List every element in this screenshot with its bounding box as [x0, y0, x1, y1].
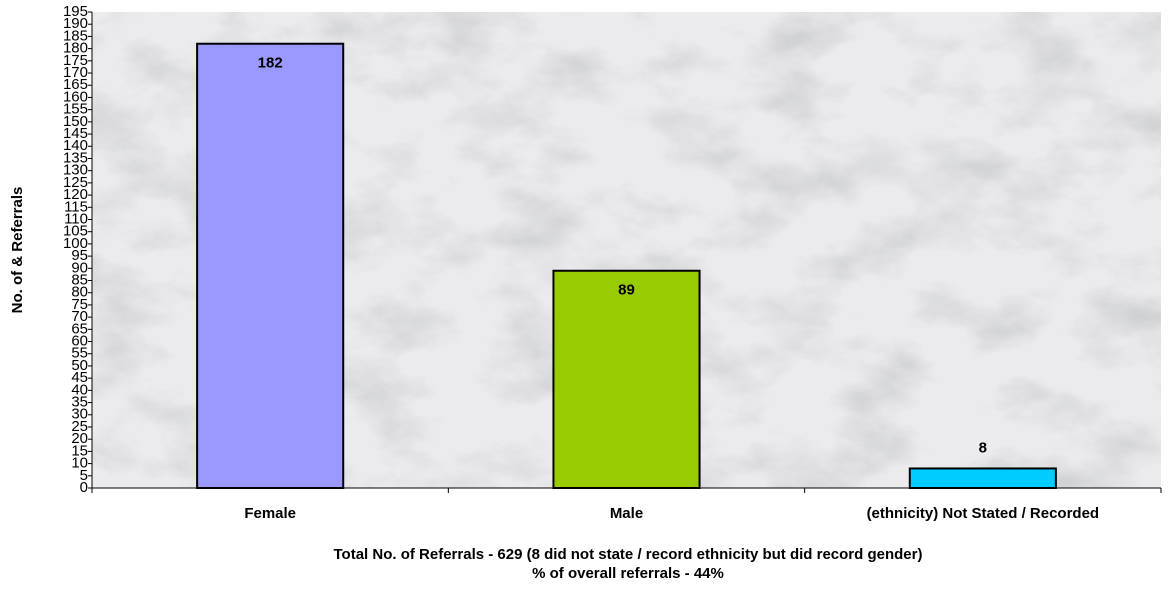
y-tick-label: 140	[63, 137, 88, 154]
y-tick-label: 40	[71, 381, 88, 398]
y-tick-label: 155	[63, 101, 88, 118]
y-tick-label: 165	[63, 76, 88, 93]
y-tick-label: 110	[64, 210, 88, 227]
y-tick-label: 185	[63, 27, 88, 44]
y-tick-label: 65	[71, 320, 88, 337]
y-tick-label: 150	[63, 113, 88, 130]
x-axis-label: Total No. of Referrals - 629 (8 did not …	[334, 546, 923, 563]
y-axis-label: No. of & Referrals	[9, 187, 26, 314]
x-tick-label: Male	[610, 505, 643, 522]
x-tick-label: Female	[244, 505, 296, 522]
y-tick-label: 90	[71, 259, 88, 276]
y-tick-label: 145	[63, 125, 88, 142]
y-tick-label: 60	[71, 333, 88, 350]
y-tick-label: 55	[71, 345, 88, 362]
y-tick-label: 25	[71, 418, 88, 435]
y-tick-label: 190	[63, 15, 88, 32]
x-tick-label: (ethnicity) Not Stated / Recorded	[867, 505, 1100, 522]
y-tick-label: 75	[71, 296, 88, 313]
y-tick-label: 130	[63, 162, 88, 179]
y-tick-label: 125	[63, 174, 88, 191]
bar	[552, 269, 701, 489]
y-tick-label: 180	[63, 40, 88, 57]
data-label: 89	[618, 282, 635, 299]
y-tick-label: 35	[71, 394, 88, 411]
y-tick-label: 100	[63, 235, 88, 252]
data-label: 182	[258, 55, 283, 72]
y-tick-label: 105	[63, 223, 88, 240]
y-tick-label: 0	[80, 479, 88, 496]
y-tick-label: 160	[63, 88, 88, 105]
y-tick-label: 45	[71, 369, 88, 386]
y-tick-label: 175	[63, 52, 88, 69]
y-tick-label: 20	[71, 430, 88, 447]
y-tick-label: 5	[80, 467, 88, 484]
y-tick-label: 30	[71, 406, 88, 423]
y-tick-label: 135	[63, 149, 88, 166]
x-axis-label: % of overall referrals - 44%	[532, 565, 724, 582]
y-tick-label: 10	[71, 455, 88, 472]
y-tick-label: 80	[71, 284, 88, 301]
y-tick-label: 170	[63, 64, 88, 81]
y-tick-label: 95	[71, 247, 88, 264]
y-tick-label: 70	[71, 308, 88, 325]
y-tick-label: 195	[63, 3, 88, 20]
y-tick-label: 120	[63, 186, 88, 203]
y-tick-label: 15	[71, 442, 88, 459]
y-tick-label: 50	[71, 357, 88, 374]
bar	[196, 42, 345, 489]
y-tick-label: 115	[64, 198, 88, 215]
y-tick-label: 85	[71, 271, 88, 288]
bar	[908, 467, 1057, 490]
data-label: 8	[979, 439, 987, 456]
